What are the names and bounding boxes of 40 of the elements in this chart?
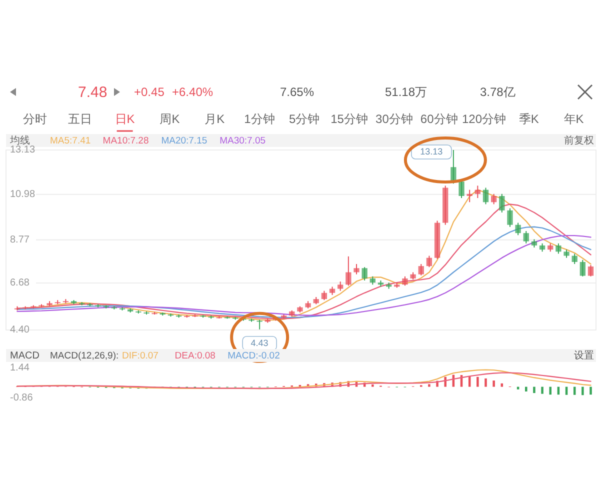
annotation: 13.13	[420, 146, 443, 156]
text: 分时	[23, 112, 47, 126]
text: MA5:7.41	[50, 136, 91, 147]
text: 7.48	[78, 84, 108, 101]
text: 日K	[114, 112, 135, 126]
text: MA10:7.28	[102, 136, 149, 147]
text: 设置	[574, 350, 594, 362]
text: 3.78亿	[480, 85, 516, 100]
text: +0.45	[134, 85, 165, 100]
text: 15分钟	[330, 112, 368, 126]
text: 4.43	[250, 338, 268, 348]
y-tick-label: -0.86	[10, 392, 34, 404]
text: +6.40%	[172, 85, 214, 100]
text: 月K	[204, 112, 225, 126]
text: 30分钟	[376, 112, 413, 126]
text: 五日	[68, 112, 92, 126]
text: 年K	[564, 112, 584, 126]
text: 季K	[518, 112, 539, 126]
y-tick-label: 8.77	[10, 234, 30, 246]
text: MACD(12,26,9):	[50, 350, 119, 362]
text: MACD:-0.02	[228, 350, 280, 362]
y-tick-label: 4.40	[10, 324, 30, 336]
text: MACD	[10, 350, 40, 362]
text: 120分钟	[462, 112, 506, 126]
text: DEA:0.08	[174, 350, 216, 362]
text: 5分钟	[289, 112, 320, 126]
text: 前复权	[564, 134, 594, 147]
text: 60分钟	[420, 112, 458, 126]
text: 51.18万	[385, 85, 428, 100]
text: 1分钟	[244, 112, 275, 126]
y-tick-label: 6.68	[10, 278, 30, 289]
text: 7.65%	[280, 85, 314, 100]
y-tick-label: 1.44	[10, 362, 30, 374]
text: 周K	[160, 112, 180, 126]
text: MA30:7.05	[220, 136, 266, 147]
text: MA20:7.15	[161, 136, 208, 147]
y-tick-label: 13.13	[10, 144, 36, 156]
y-tick-label: 10.98	[10, 188, 36, 200]
text: 均线	[9, 134, 30, 147]
text: DIF:0.07	[122, 350, 158, 362]
